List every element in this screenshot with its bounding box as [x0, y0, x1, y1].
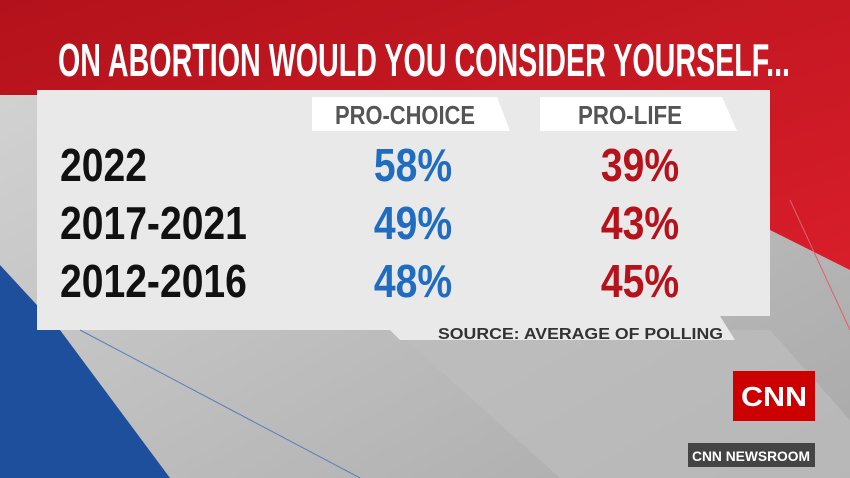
diagonal-stripe — [395, 330, 850, 478]
row-label: 2022 — [60, 140, 147, 192]
row-label: 2012-2016 — [60, 256, 247, 308]
program-box — [688, 443, 815, 467]
logo-box — [733, 371, 815, 421]
red-band — [0, 0, 850, 270]
accent-line — [79, 329, 361, 478]
source: SOURCE: AVERAGE OF POLLING — [438, 326, 723, 343]
accent-line — [789, 199, 850, 331]
row-value: 58% — [374, 140, 452, 192]
column-header: PRO-LIFE — [578, 100, 682, 130]
row-value: 43% — [601, 198, 679, 250]
column-header: PRO-CHOICE — [335, 100, 475, 130]
row-label: 2017-2021 — [60, 198, 247, 250]
row-value: 45% — [601, 256, 679, 308]
title: ON ABORTION WOULD YOU CONSIDER YOURSELF.… — [58, 34, 790, 86]
panel — [37, 90, 770, 340]
row-value: 49% — [374, 198, 452, 250]
logo: CNN — [741, 381, 807, 412]
program: CNN NEWSROOM — [692, 448, 810, 464]
row-value: 48% — [374, 256, 452, 308]
column-header-box — [540, 97, 737, 131]
column-header-box — [312, 97, 510, 131]
row-value: 39% — [601, 140, 679, 192]
